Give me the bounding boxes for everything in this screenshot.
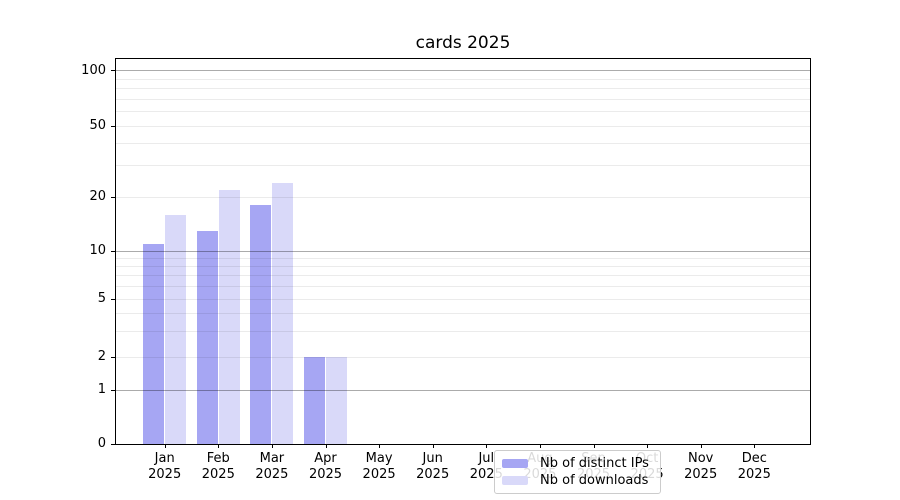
legend-item-downloads: Nb of downloads <box>502 473 652 488</box>
x-tick-label-apr: Apr 2025 <box>308 451 343 482</box>
y-tick-label-20: 20 <box>89 189 106 205</box>
y-tick-mark-20 <box>111 196 116 198</box>
y-tick-mark-100 <box>111 70 116 71</box>
y-tick-mark-0 <box>111 443 116 445</box>
x-tick-label-mar: Mar 2025 <box>255 451 289 482</box>
gridline-major-100 <box>116 70 810 71</box>
y-tick-mark-5 <box>111 298 116 300</box>
x-tick-label-may: May 2025 <box>362 451 396 482</box>
x-tick-mark-dec <box>754 444 756 448</box>
bar-nb-of-downloads-apr <box>326 357 347 444</box>
bar-nb-of-distinct-ips-feb <box>196 230 218 444</box>
x-tick-mark-may <box>379 444 381 448</box>
gridline-minor-80 <box>116 87 810 89</box>
x-tick-mark-sep <box>593 444 595 448</box>
y-tick-mark-10 <box>111 250 116 252</box>
y-tick-mark-1 <box>111 389 116 391</box>
x-tick-mark-jul <box>486 444 488 448</box>
legend-swatch-distinct-ips <box>502 459 528 468</box>
y-tick-label-2: 2 <box>97 349 106 365</box>
plot-area: Nb of distinct IPs Nb of downloads <box>115 58 811 494</box>
y-tick-label-10: 10 <box>89 243 106 258</box>
y-tick-label-50: 50 <box>89 118 106 134</box>
bar-nb-of-distinct-ips-jan <box>143 243 165 444</box>
x-tick-mark-feb <box>218 444 220 448</box>
legend-swatch-downloads <box>502 476 528 485</box>
x-tick-label-feb: Feb 2025 <box>201 451 235 482</box>
gridline-minor-50 <box>116 125 810 127</box>
gridline-minor-60 <box>116 111 810 112</box>
bar-nb-of-downloads-mar <box>272 183 294 444</box>
y-tick-label-100: 100 <box>81 62 106 78</box>
x-tick-mark-jan <box>164 444 166 448</box>
y-tick-mark-50 <box>111 125 116 127</box>
gridline-minor-40 <box>116 142 810 144</box>
x-tick-mark-oct <box>647 444 649 448</box>
chart-title: cards 2025 <box>415 33 511 53</box>
legend-label-downloads: Nb of downloads <box>540 473 649 488</box>
bar-nb-of-distinct-ips-apr <box>304 357 325 444</box>
x-tick-label-jun: Jun 2025 <box>416 451 450 482</box>
x-tick-mark-mar <box>271 444 273 448</box>
y-tick-label-1: 1 <box>97 382 106 398</box>
y-tick-label-5: 5 <box>97 291 106 307</box>
legend-label-distinct-ips: Nb of distinct IPs <box>540 456 649 471</box>
x-tick-mark-jun <box>432 444 434 448</box>
x-tick-label-dec: Dec 2025 <box>737 451 771 482</box>
bar-nb-of-distinct-ips-mar <box>250 205 272 444</box>
x-tick-mark-aug <box>539 444 541 448</box>
gridline-minor-90 <box>116 78 810 80</box>
y-tick-mark-2 <box>111 356 116 358</box>
x-tick-mark-nov <box>700 444 702 448</box>
legend-item-distinct-ips: Nb of distinct IPs <box>502 456 652 471</box>
bar-nb-of-downloads-jan <box>165 214 187 444</box>
gridline-minor-30 <box>116 165 810 167</box>
gridline-minor-70 <box>116 98 810 100</box>
legend: Nb of distinct IPs Nb of downloads <box>494 450 661 494</box>
y-tick-label-0: 0 <box>97 436 106 451</box>
x-tick-label-nov: Nov 2025 <box>684 451 718 482</box>
x-tick-label-jan: Jan 2025 <box>148 451 182 482</box>
x-tick-mark-apr <box>325 444 327 448</box>
bar-nb-of-downloads-feb <box>218 189 240 444</box>
